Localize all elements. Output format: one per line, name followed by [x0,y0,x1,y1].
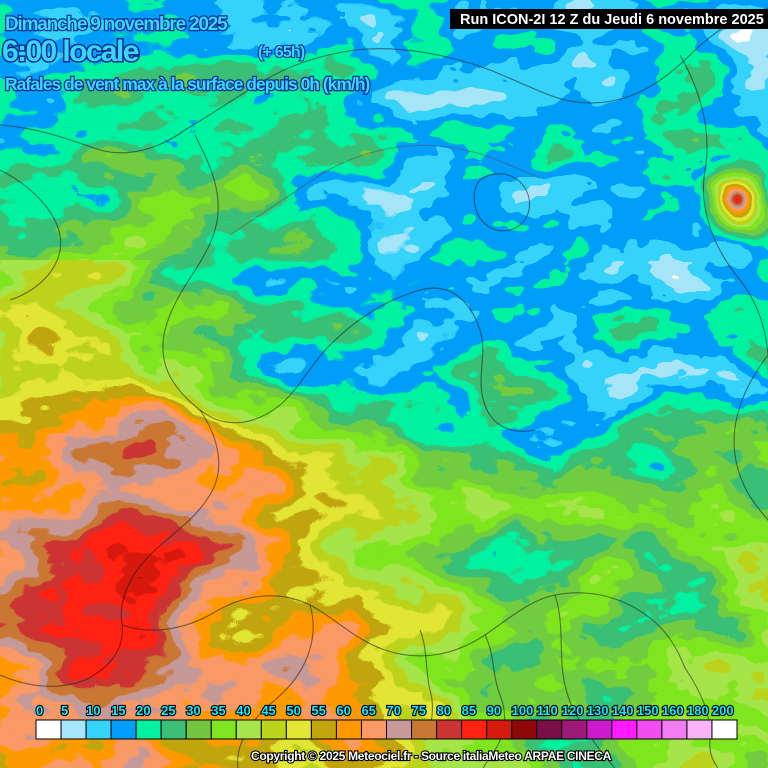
svg-text:40: 40 [236,703,250,718]
svg-text:130: 130 [587,703,609,718]
svg-text:0: 0 [36,703,43,718]
svg-text:Copyright © 2025 Meteociel.fr: Copyright © 2025 Meteociel.fr - Source i… [251,749,612,763]
svg-text:6:00 locale: 6:00 locale [2,35,139,68]
svg-text:30: 30 [186,703,200,718]
svg-text:100: 100 [512,703,534,718]
svg-text:45: 45 [261,703,275,718]
svg-text:5: 5 [61,703,68,718]
svg-text:70: 70 [387,703,401,718]
svg-text:140: 140 [612,703,634,718]
svg-text:20: 20 [136,703,150,718]
svg-text:120: 120 [562,703,584,718]
svg-text:Rafales de vent max à la surfa: Rafales de vent max à la surface depuis … [5,74,370,94]
svg-text:(+ 65h): (+ 65h) [258,44,305,61]
svg-text:180: 180 [687,703,709,718]
svg-text:35: 35 [211,703,225,718]
svg-text:55: 55 [311,703,325,718]
svg-text:150: 150 [637,703,659,718]
svg-text:160: 160 [662,703,684,718]
svg-text:Dimanche 9 novembre 2025: Dimanche 9 novembre 2025 [5,14,228,35]
svg-text:85: 85 [462,703,476,718]
svg-text:110: 110 [537,703,558,718]
svg-text:90: 90 [487,703,501,718]
svg-text:75: 75 [412,703,426,718]
svg-text:50: 50 [286,703,300,718]
svg-text:65: 65 [361,703,375,718]
svg-text:25: 25 [161,703,175,718]
svg-text:10: 10 [86,703,100,718]
svg-text:200: 200 [712,703,734,718]
svg-text:15: 15 [111,703,125,718]
svg-text:Run ICON-2I 12 Z du Jeudi 6 no: Run ICON-2I 12 Z du Jeudi 6 novembre 202… [460,12,764,28]
svg-text:60: 60 [336,703,350,718]
svg-text:80: 80 [437,703,451,718]
